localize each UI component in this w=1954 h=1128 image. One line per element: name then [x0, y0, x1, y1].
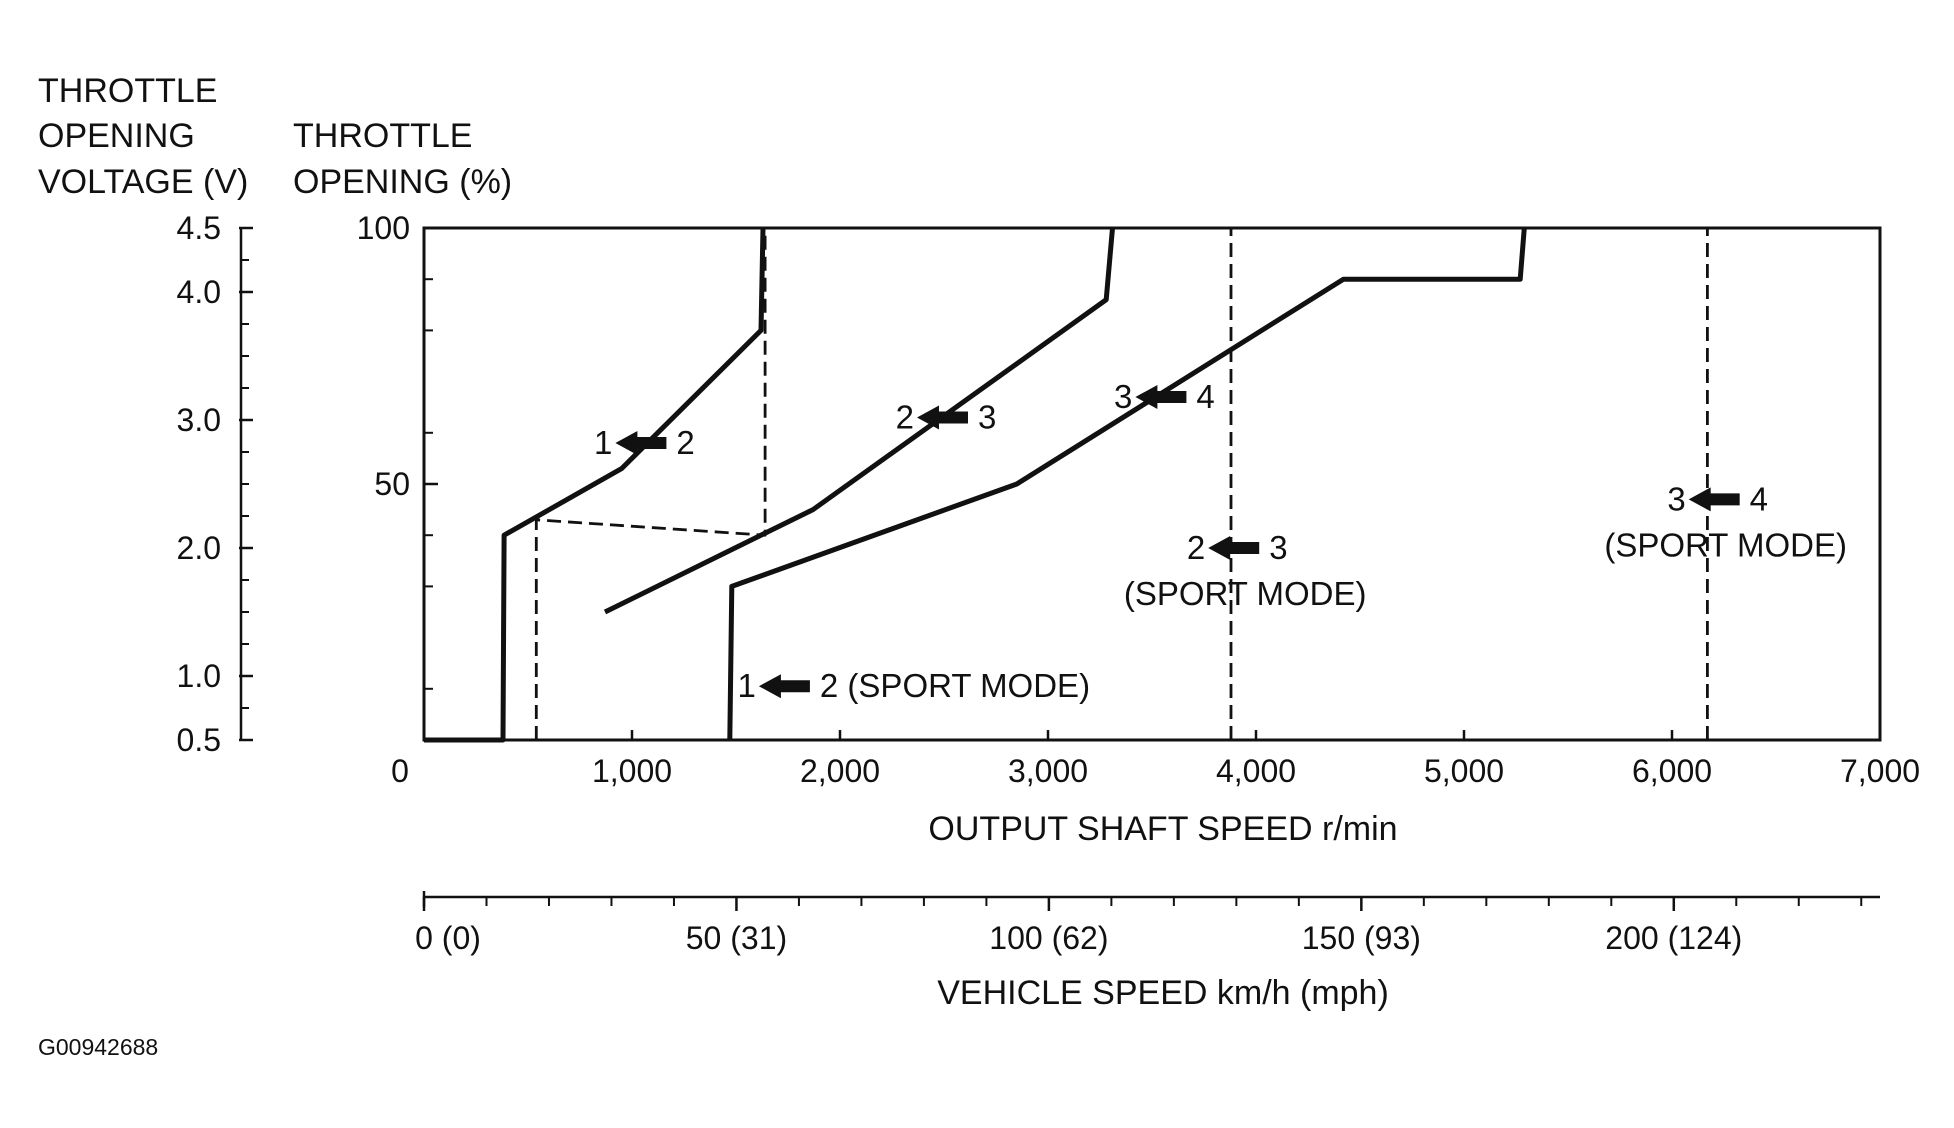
x-axis-title: OUTPUT SHAFT SPEED r/min: [928, 810, 1397, 848]
voltage-tick-label: 4.0: [177, 274, 221, 310]
shift-from-label: 3: [1114, 378, 1132, 415]
shift-to-label: 4: [1196, 378, 1214, 415]
vehicle-speed-tick-label: 150 (93): [1302, 920, 1421, 956]
axis-headers: THROTTLE OPENING VOLTAGE (V) THROTTLE OP…: [38, 72, 512, 201]
shift-from-label: 2: [1187, 529, 1205, 566]
x-tick-label: 4,000: [1216, 753, 1296, 789]
arrow-left-icon: [1688, 487, 1740, 512]
arrow-left-icon: [615, 431, 667, 456]
sport-mode-label: (SPORT MODE): [1124, 575, 1367, 612]
arrow-left-icon: [1135, 384, 1187, 409]
voltage-tick-label: 2.0: [177, 530, 221, 566]
x-tick-label: 3,000: [1008, 753, 1088, 789]
shift-to-label: 2 (SPORT MODE): [820, 667, 1090, 704]
shift-line: [424, 227, 766, 743]
output-shaft-axis: 0 1,000 2,000 3,000 4,000 5,000 6,000 7,000: [391, 730, 1920, 789]
left-axis-title-line-2: OPENING: [38, 117, 195, 155]
plot-border: [422, 226, 1882, 742]
arrow-left-icon: [1208, 536, 1260, 560]
x-tick-label: 6,000: [1632, 753, 1712, 789]
sport-mode-label: (SPORT MODE): [1604, 526, 1847, 563]
throttle-axis: 100 50: [357, 210, 438, 690]
voltage-tick-label: 0.5: [177, 722, 221, 758]
shift-lines: [424, 227, 1527, 743]
sport-mode-line: [534, 228, 767, 740]
shift-annotation: 3 4 (SPORT MODE): [1604, 480, 1847, 563]
shift-line: [603, 227, 1115, 615]
x-tick-label: 1,000: [592, 753, 672, 789]
shift-to-label: 3: [1269, 529, 1287, 566]
throttle-tick-label: 100: [357, 210, 410, 246]
shift-from-label: 2: [896, 398, 914, 435]
x-tick-label: 0: [391, 753, 409, 789]
left-axis-title-line-3: VOLTAGE (V): [38, 163, 248, 201]
shift-to-label: 3: [978, 398, 996, 435]
vehicle-speed-axis: 0 (0) 50 (31) 100 (62) 150 (93) 200 (124): [415, 891, 1880, 956]
vehicle-speed-tick-label: 0 (0): [415, 920, 481, 956]
shift-to-label: 4: [1750, 480, 1768, 517]
voltage-tick-label: 4.5: [177, 210, 221, 246]
plot-frame: [422, 226, 1882, 742]
figure-code: G00942688: [38, 1034, 158, 1060]
voltage-axis: 4.5 4.0 3.0 2.0 1.0 0.5: [177, 210, 253, 758]
shift-to-label: 2: [676, 424, 694, 461]
left-axis-title-line-1: THROTTLE: [38, 72, 217, 110]
voltage-tick-label: 3.0: [177, 402, 221, 438]
vehicle-speed-tick-label: 50 (31): [686, 920, 787, 956]
shift-line: [727, 227, 1527, 741]
x-tick-label: 5,000: [1424, 753, 1504, 789]
secondary-x-axis-title: VEHICLE SPEED km/h (mph): [937, 974, 1389, 1012]
shift-from-label: 3: [1667, 480, 1685, 517]
vehicle-speed-tick-label: 100 (62): [989, 920, 1108, 956]
x-tick-label: 2,000: [800, 753, 880, 789]
y-axis-title-line-1: THROTTLE: [293, 117, 472, 155]
y-axis-title-line-2: OPENING (%): [293, 163, 512, 201]
shift-annotations: 1 22 33 41 2 (SPORT MODE)2 3(SPORT MODE)3 4(SP…: [594, 378, 1847, 704]
arrow-left-icon: [917, 405, 968, 430]
vehicle-speed-tick-label: 200 (124): [1605, 920, 1742, 956]
x-tick-label: 7,000: [1840, 753, 1920, 789]
voltage-tick-label: 1.0: [177, 658, 221, 694]
sport-mode-lines: [534, 228, 1709, 740]
arrow-left-icon: [758, 674, 810, 699]
shift-from-label: 1: [738, 667, 756, 704]
shift-annotation: 1 2 (SPORT MODE): [738, 667, 1091, 704]
shift-annotation: 2 3 (SPORT MODE): [1124, 529, 1367, 612]
throttle-tick-label: 50: [374, 466, 410, 502]
shift-from-label: 1: [594, 424, 612, 461]
